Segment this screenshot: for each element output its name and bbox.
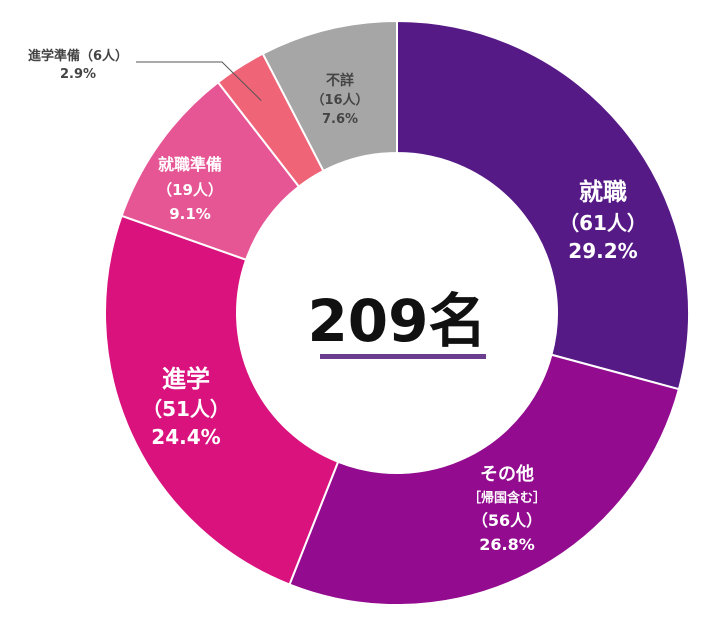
- label-shingaku-percent: 24.4%: [151, 425, 220, 449]
- label-shingaku-junbi: 進学準備（6人） 2.9%: [28, 48, 128, 82]
- label-shushoku-junbi-percent: 9.1%: [169, 205, 211, 223]
- label-shingaku-name: 進学: [162, 365, 210, 393]
- label-shushoku-name: 就職: [579, 178, 627, 206]
- label-fusho-count: （16人）: [311, 92, 368, 108]
- label-sonota-sub: ［帰国含む］: [468, 490, 546, 506]
- label-shingaku-junbi-name: 進学準備（6人）: [28, 48, 128, 64]
- label-shushoku-count: （61人）: [559, 211, 647, 235]
- label-fusho-name: 不詳: [326, 72, 354, 89]
- label-shingaku-junbi-percent: 2.9%: [60, 67, 96, 82]
- label-shushoku-junbi-name: 就職準備: [158, 155, 222, 174]
- label-fusho-percent: 7.6%: [322, 112, 358, 127]
- label-sonota-percent: 26.8%: [479, 535, 535, 554]
- center-total-underline: [320, 354, 486, 359]
- center-total: 209名: [307, 287, 486, 355]
- label-shushoku-junbi-count: （19人）: [157, 181, 223, 199]
- label-sonota-count: （56人）: [472, 511, 542, 530]
- label-sonota-name: その他: [480, 463, 534, 485]
- label-shushoku-percent: 29.2%: [568, 239, 637, 263]
- label-shingaku-count: （51人）: [142, 397, 230, 421]
